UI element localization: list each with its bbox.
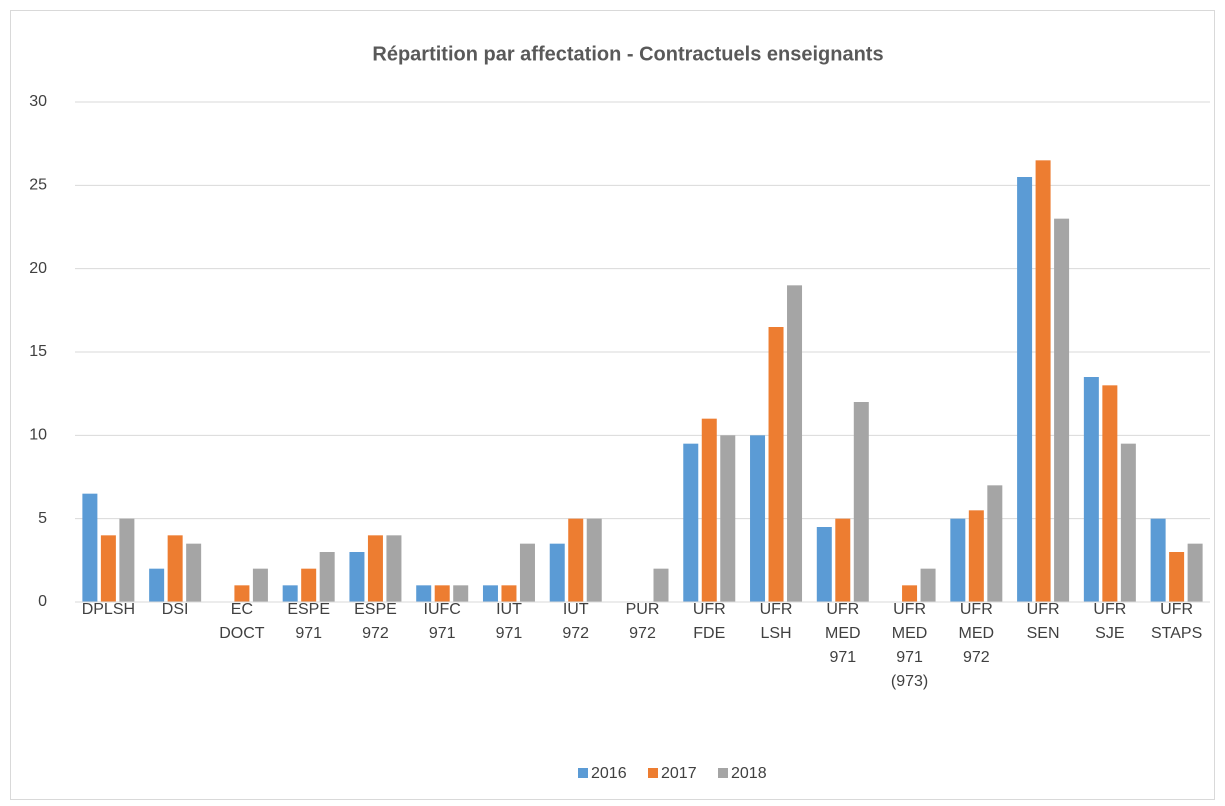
bar bbox=[920, 568, 936, 602]
legend-label: 2016 bbox=[591, 765, 627, 782]
chart-frame bbox=[10, 10, 1215, 800]
bar bbox=[149, 568, 165, 602]
bar bbox=[501, 585, 517, 602]
x-tick-label: DPLSH bbox=[82, 601, 135, 618]
bar bbox=[1035, 160, 1051, 603]
x-tick-label: UFR STAPS bbox=[1151, 601, 1202, 642]
bar bbox=[1169, 552, 1185, 602]
x-tick-label: UFR SEN bbox=[1027, 601, 1060, 642]
bar bbox=[750, 435, 766, 602]
legend-swatch bbox=[578, 768, 588, 778]
chart-title: Répartition par affectation - Contractue… bbox=[372, 43, 883, 65]
bar bbox=[720, 435, 736, 602]
bar bbox=[568, 518, 584, 602]
x-tick-label: IUT 972 bbox=[562, 601, 589, 642]
legend-swatch bbox=[648, 768, 658, 778]
x-tick-label: UFR SJE bbox=[1093, 601, 1126, 642]
bar bbox=[416, 585, 432, 602]
x-tick-label: DSI bbox=[162, 601, 189, 618]
legend-label: 2017 bbox=[661, 765, 697, 782]
bar bbox=[1054, 218, 1070, 602]
x-tick-label: IUT 971 bbox=[496, 601, 523, 642]
bar bbox=[853, 402, 869, 602]
bar bbox=[367, 535, 383, 602]
bar bbox=[1102, 385, 1118, 602]
x-tick-label: EC DOCT bbox=[219, 601, 265, 642]
bar bbox=[683, 443, 699, 602]
y-tick-label: 15 bbox=[29, 343, 47, 360]
y-tick-label: 30 bbox=[29, 93, 47, 110]
bar bbox=[816, 527, 832, 602]
x-tick-label: ESPE 971 bbox=[287, 601, 330, 642]
bar bbox=[1150, 518, 1166, 602]
bar bbox=[234, 585, 250, 602]
y-tick-label: 0 bbox=[38, 593, 47, 610]
bar bbox=[586, 518, 602, 602]
legend-swatch bbox=[718, 768, 728, 778]
bar bbox=[519, 543, 535, 602]
y-tick-label: 25 bbox=[29, 177, 47, 194]
bar bbox=[482, 585, 498, 602]
x-tick-label: PUR 972 bbox=[626, 601, 660, 642]
bar bbox=[186, 543, 202, 602]
bar bbox=[968, 510, 984, 602]
y-tick-label: 20 bbox=[29, 260, 47, 277]
bar bbox=[434, 585, 450, 602]
bar bbox=[1083, 377, 1099, 602]
x-tick-label: UFR LSH bbox=[760, 601, 793, 642]
x-tick-label: UFR MED 971 bbox=[825, 601, 861, 666]
bar bbox=[252, 568, 268, 602]
x-tick-label: UFR FDE bbox=[693, 601, 726, 642]
bar bbox=[835, 518, 851, 602]
bar bbox=[282, 585, 298, 602]
y-tick-label: 10 bbox=[29, 427, 47, 444]
bar bbox=[787, 285, 803, 602]
bar bbox=[82, 493, 98, 602]
legend-label: 2018 bbox=[731, 765, 767, 782]
x-tick-label: UFR MED 972 bbox=[959, 601, 995, 666]
bar bbox=[987, 485, 1003, 602]
bar bbox=[301, 568, 317, 602]
x-tick-label: ESPE 972 bbox=[354, 601, 397, 642]
bar bbox=[768, 327, 784, 602]
bar bbox=[386, 535, 402, 602]
bar bbox=[950, 518, 966, 602]
bar bbox=[653, 568, 669, 602]
bar bbox=[1120, 443, 1136, 602]
bar bbox=[549, 543, 565, 602]
bar bbox=[319, 552, 335, 602]
bar bbox=[119, 518, 135, 602]
bar bbox=[1187, 543, 1203, 602]
bar bbox=[902, 585, 918, 602]
bar bbox=[1017, 177, 1033, 602]
bar bbox=[100, 535, 116, 602]
bar bbox=[167, 535, 183, 602]
bar bbox=[453, 585, 469, 602]
x-tick-label: IUFC 971 bbox=[424, 601, 461, 642]
y-tick-label: 5 bbox=[38, 510, 47, 527]
bar bbox=[349, 552, 365, 602]
x-tick-label: UFR MED 971 (973) bbox=[891, 601, 928, 690]
bar bbox=[701, 418, 717, 602]
